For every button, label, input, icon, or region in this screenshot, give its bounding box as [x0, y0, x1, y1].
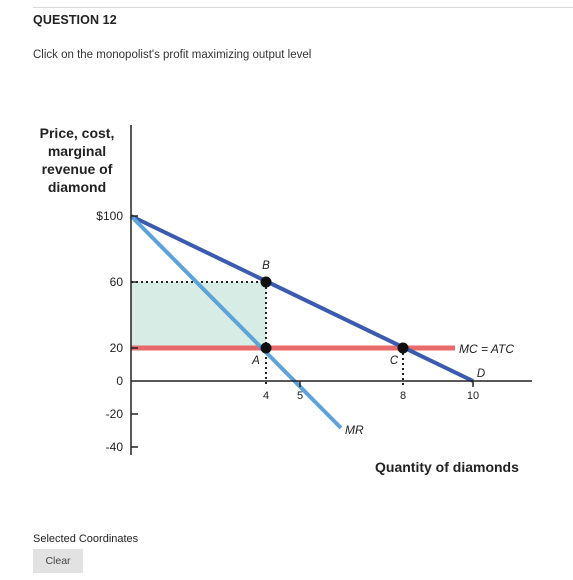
question-prompt: Click on the monopolist's profit maximiz…	[33, 49, 312, 61]
y-axis-title-line-1: Price, cost,	[40, 125, 115, 141]
point-b-marker	[260, 276, 272, 288]
selected-coordinates-label: Selected Coordinates	[33, 533, 139, 545]
clear-button[interactable]: Clear	[33, 549, 83, 573]
y-axis-title-line-4: diamond	[48, 179, 106, 195]
mr-label: MR	[345, 423, 364, 437]
demand-line	[130, 214, 474, 383]
profit-area	[131, 282, 266, 348]
point-a-label: A	[251, 355, 260, 367]
x-axis-title: Quantity of diamonds	[375, 459, 519, 475]
mc-atc-label: MC = ATC	[459, 342, 514, 356]
y-tick-label: 60	[110, 275, 124, 289]
point-c-label: C	[390, 355, 399, 367]
y-tick-label: 20	[110, 341, 124, 355]
x-tick-label: 10	[467, 390, 479, 402]
point-c-marker	[397, 342, 409, 354]
x-tick-label: 5	[297, 390, 303, 402]
y-tick-label: $100	[96, 209, 123, 223]
y-tick-label: -40	[106, 440, 124, 454]
top-divider	[33, 7, 573, 8]
question-title: QUESTION 12	[33, 13, 117, 27]
y-axis-title-line-3: revenue of	[42, 161, 113, 177]
point-b-label: B	[262, 260, 270, 272]
x-tick-label: 4	[263, 390, 269, 402]
y-tick-label: 0	[116, 374, 123, 388]
y-tick-label: -20	[106, 407, 124, 421]
x-tick-label: 8	[400, 390, 406, 402]
point-a-marker	[260, 342, 272, 354]
clickable-graph[interactable]: Price, cost, marginal revenue of diamond…	[0, 0, 573, 500]
mr-line	[129, 214, 343, 430]
point-d-label: D	[477, 368, 485, 380]
y-axis-title-line-2: marginal	[48, 143, 106, 159]
